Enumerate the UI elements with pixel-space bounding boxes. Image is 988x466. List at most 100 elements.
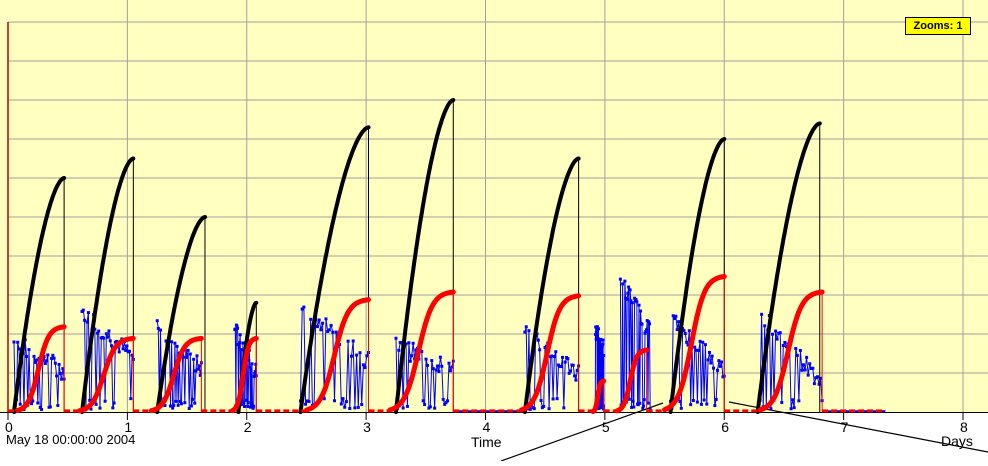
blue-point: [716, 368, 720, 372]
blue-point: [675, 328, 679, 332]
blue-point: [155, 319, 159, 323]
blue-point: [247, 359, 251, 363]
blue-point: [701, 340, 705, 344]
blue-point: [641, 406, 645, 410]
blue-point: [797, 399, 801, 403]
blue-point: [31, 399, 35, 403]
x-tick-label: 6: [721, 419, 729, 435]
blue-point: [365, 354, 369, 358]
blue-point: [808, 362, 812, 366]
blue-point: [699, 402, 703, 406]
blue-point: [441, 397, 445, 401]
x-tick-label: 7: [841, 419, 849, 435]
blue-point: [233, 327, 237, 331]
blue-point: [683, 332, 687, 336]
blue-point: [194, 369, 198, 373]
blue-point: [302, 305, 306, 309]
blue-point: [792, 406, 796, 410]
blue-point: [192, 357, 196, 361]
blue-point: [156, 326, 160, 330]
blue-point: [171, 406, 175, 410]
blue-point: [550, 354, 554, 358]
blue-point: [677, 320, 681, 324]
blue-point: [16, 340, 20, 344]
blue-point: [25, 355, 29, 359]
blue-point: [183, 401, 187, 405]
black-series-curve: [522, 156, 581, 414]
blue-point: [56, 403, 60, 407]
blue-point: [110, 344, 114, 348]
blue-point: [717, 359, 721, 363]
blue-point: [575, 368, 579, 372]
red-series-curve: [148, 335, 204, 414]
blue-point: [438, 355, 442, 359]
blue-point: [436, 364, 440, 368]
blue-point: [685, 340, 689, 344]
blue-point: [569, 369, 573, 373]
blue-point: [597, 407, 601, 411]
blue-point: [241, 341, 245, 345]
blue-point: [527, 329, 531, 333]
blue-point: [244, 398, 248, 402]
blue-point: [631, 399, 635, 403]
blue-point: [709, 361, 713, 365]
blue-point: [252, 404, 256, 408]
blue-point: [628, 288, 632, 292]
blue-point: [705, 402, 709, 406]
blue-point: [363, 366, 367, 370]
blue-point: [601, 342, 605, 346]
blue-point: [673, 317, 677, 321]
blue-point: [596, 337, 600, 341]
blue-point: [646, 401, 650, 405]
blue-point: [559, 365, 563, 369]
blue-point: [798, 348, 802, 352]
blue-point: [440, 364, 444, 368]
blue-point: [249, 402, 253, 406]
blue-point: [423, 403, 427, 407]
blue-point: [627, 285, 631, 289]
blue-point: [819, 376, 823, 380]
blue-point: [542, 404, 546, 408]
blue-point: [350, 354, 354, 358]
blue-point: [601, 398, 605, 402]
blue-point: [547, 407, 551, 411]
blue-point: [769, 407, 773, 411]
blue-point: [528, 407, 532, 411]
blue-point: [601, 338, 605, 342]
blue-point: [594, 330, 598, 334]
blue-point: [809, 367, 813, 371]
x-axis-label: Time: [471, 434, 502, 450]
blue-point: [555, 397, 559, 401]
blue-point: [112, 401, 116, 405]
black-series-curve: [394, 98, 456, 414]
blue-point: [421, 399, 425, 403]
blue-point: [40, 407, 44, 411]
blue-point: [191, 397, 195, 401]
blue-point: [242, 404, 246, 408]
blue-point: [642, 398, 646, 402]
blue-point: [53, 361, 57, 365]
blue-point: [33, 360, 37, 364]
zoom-badge[interactable]: Zooms: 1: [905, 17, 971, 35]
blue-point: [642, 404, 646, 408]
blue-point: [638, 401, 642, 405]
blue-point: [315, 325, 319, 329]
x-tick-label: 4: [483, 419, 491, 435]
blue-point: [635, 300, 639, 304]
red-series-curve: [387, 289, 456, 413]
blue-point: [173, 341, 177, 345]
blue-point: [574, 378, 578, 382]
blue-point: [448, 369, 452, 373]
blue-point: [246, 404, 250, 408]
blue-point: [778, 331, 782, 335]
blue-point: [627, 397, 631, 401]
blue-point: [329, 323, 333, 327]
blue-point: [563, 360, 567, 364]
blue-point: [235, 324, 239, 328]
blue-point: [159, 328, 163, 332]
blue-point: [300, 307, 304, 311]
blue-point: [760, 312, 764, 316]
blue-point: [93, 327, 97, 331]
blue-point: [324, 317, 328, 321]
blue-point: [425, 363, 429, 367]
